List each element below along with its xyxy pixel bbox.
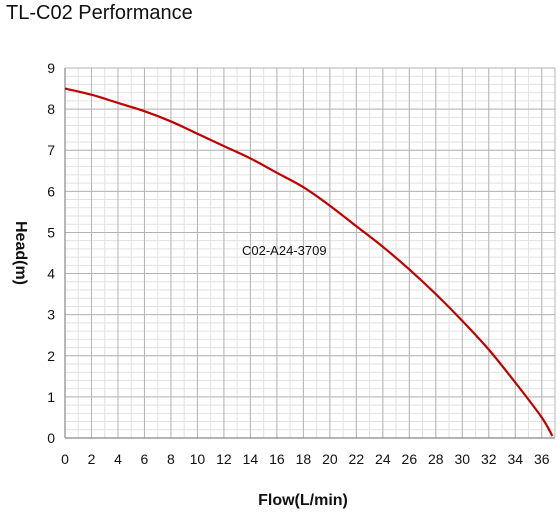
- x-tick-label: 30: [455, 451, 471, 467]
- x-tick-label: 6: [141, 451, 149, 467]
- x-tick-label: 4: [114, 451, 122, 467]
- y-tick-labels: 0 1 2 3 4 5 6 7 8 9: [47, 60, 55, 446]
- x-tick-label: 20: [322, 451, 338, 467]
- x-tick-label: 32: [481, 451, 497, 467]
- x-tick-label: 8: [167, 451, 175, 467]
- axes: [64, 67, 556, 439]
- y-axis-title: Head(m): [12, 221, 29, 285]
- x-tick-label: 34: [507, 451, 523, 467]
- chart-title: TL-C02 Performance: [6, 2, 193, 24]
- y-tick-label: 0: [47, 430, 55, 446]
- x-tick-label: 24: [375, 451, 391, 467]
- y-tick-label: 5: [47, 224, 55, 240]
- x-tick-label: 12: [216, 451, 232, 467]
- curve-annotation: C02-A24-3709: [242, 243, 327, 258]
- series-line: [64, 87, 554, 437]
- x-axis-title: Flow(L/min): [258, 492, 348, 509]
- x-tick-labels: 0 2 4 6 8 10 12 14 16 18 20 22 24 26 28 30 32 34 36: [61, 451, 550, 467]
- y-tick-label: 6: [47, 183, 55, 199]
- x-tick-label: 14: [243, 451, 259, 467]
- x-tick-label: 22: [349, 451, 365, 467]
- x-tick-label: 2: [88, 451, 96, 467]
- y-tick-label: 3: [47, 307, 55, 323]
- x-tick-label: 18: [296, 451, 312, 467]
- x-tick-label: 28: [428, 451, 444, 467]
- x-tick-label: 10: [190, 451, 206, 467]
- y-tick-label: 7: [47, 142, 55, 158]
- y-tick-label: 2: [47, 348, 55, 364]
- x-tick-label: 0: [61, 451, 69, 467]
- y-tick-label: 1: [47, 389, 55, 405]
- x-tick-label: 36: [534, 451, 550, 467]
- plot-background: [65, 68, 555, 438]
- y-tick-label: 8: [47, 101, 55, 117]
- y-tick-label: 9: [47, 60, 55, 76]
- x-tick-label: 16: [269, 451, 285, 467]
- y-tick-label: 4: [47, 266, 55, 282]
- x-tick-label: 26: [402, 451, 418, 467]
- series-layer: [64, 87, 554, 437]
